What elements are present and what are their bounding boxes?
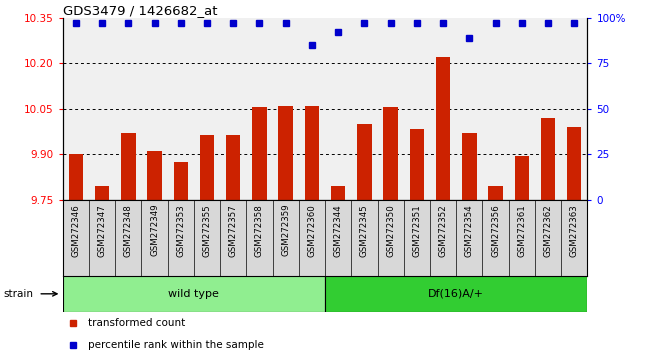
Text: GSM272360: GSM272360 — [308, 204, 316, 257]
Bar — [200, 135, 214, 200]
Text: GSM272344: GSM272344 — [334, 204, 343, 257]
Text: GDS3479 / 1426682_at: GDS3479 / 1426682_at — [63, 4, 217, 17]
Text: GSM272357: GSM272357 — [229, 204, 238, 257]
Text: GSM272348: GSM272348 — [124, 204, 133, 257]
Bar — [383, 107, 398, 200]
Bar — [488, 186, 503, 200]
Text: GSM272362: GSM272362 — [544, 204, 552, 257]
Text: GSM272359: GSM272359 — [281, 204, 290, 256]
Bar — [69, 154, 83, 200]
Bar — [567, 127, 581, 200]
Bar — [357, 124, 372, 200]
Bar — [462, 133, 477, 200]
Text: GSM272358: GSM272358 — [255, 204, 264, 257]
Bar — [252, 107, 267, 200]
Bar — [63, 276, 325, 312]
Bar — [147, 152, 162, 200]
Text: wild type: wild type — [168, 289, 219, 299]
Text: Df(16)A/+: Df(16)A/+ — [428, 289, 484, 299]
Text: GSM272354: GSM272354 — [465, 204, 474, 257]
Text: GSM272346: GSM272346 — [71, 204, 81, 257]
Text: GSM272345: GSM272345 — [360, 204, 369, 257]
Text: GSM272347: GSM272347 — [98, 204, 106, 257]
Bar — [305, 106, 319, 200]
Text: GSM272352: GSM272352 — [439, 204, 447, 257]
Bar — [325, 276, 587, 312]
Bar — [541, 118, 555, 200]
Text: strain: strain — [3, 289, 33, 299]
Text: transformed count: transformed count — [88, 318, 185, 329]
Text: GSM272353: GSM272353 — [176, 204, 185, 257]
Text: GSM272349: GSM272349 — [150, 204, 159, 256]
Text: GSM272356: GSM272356 — [491, 204, 500, 257]
Text: GSM272350: GSM272350 — [386, 204, 395, 257]
Text: GSM272363: GSM272363 — [570, 204, 579, 257]
Bar — [121, 133, 135, 200]
Bar — [279, 106, 293, 200]
Bar — [331, 186, 345, 200]
Bar — [95, 186, 110, 200]
Bar — [515, 156, 529, 200]
Bar — [436, 57, 450, 200]
Text: GSM272355: GSM272355 — [203, 204, 211, 257]
Text: GSM272351: GSM272351 — [412, 204, 421, 257]
Text: GSM272361: GSM272361 — [517, 204, 526, 257]
Text: percentile rank within the sample: percentile rank within the sample — [88, 339, 264, 350]
Bar — [226, 135, 240, 200]
Bar — [174, 162, 188, 200]
Bar — [410, 129, 424, 200]
